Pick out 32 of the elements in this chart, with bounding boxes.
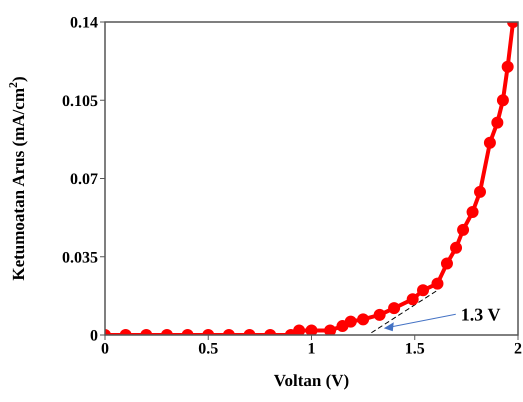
x-tick-label: 0 — [101, 340, 109, 358]
point — [324, 324, 336, 335]
y-tick-label: 0 — [90, 328, 98, 345]
point — [417, 284, 430, 296]
y-tick-label: 0.07 — [70, 171, 98, 188]
point — [466, 206, 479, 218]
x-tick-label: 1 — [308, 340, 316, 358]
point — [388, 302, 400, 314]
point — [491, 116, 504, 129]
point — [293, 324, 306, 335]
point — [431, 278, 444, 290]
point — [484, 136, 496, 149]
point — [374, 308, 386, 321]
point — [474, 186, 486, 198]
point — [440, 257, 453, 270]
point — [496, 94, 509, 106]
point — [344, 316, 357, 328]
x-tick-label: 0.5 — [198, 340, 218, 358]
annotation: 1.3 V — [460, 304, 500, 324]
y-tick-label: 0.105 — [62, 92, 98, 110]
x-tick-label: 2 — [514, 340, 522, 358]
x-axis-title: Voltan (V) — [274, 371, 350, 390]
point — [336, 320, 348, 332]
point — [450, 242, 462, 254]
point — [357, 313, 370, 326]
x-tick-label: 1.5 — [404, 340, 425, 358]
y-tick-label: 0.035 — [62, 249, 98, 266]
point — [306, 324, 318, 335]
y-tick-label: 0.14 — [70, 14, 98, 32]
point — [502, 60, 514, 73]
point — [457, 224, 470, 236]
point — [406, 293, 419, 306]
